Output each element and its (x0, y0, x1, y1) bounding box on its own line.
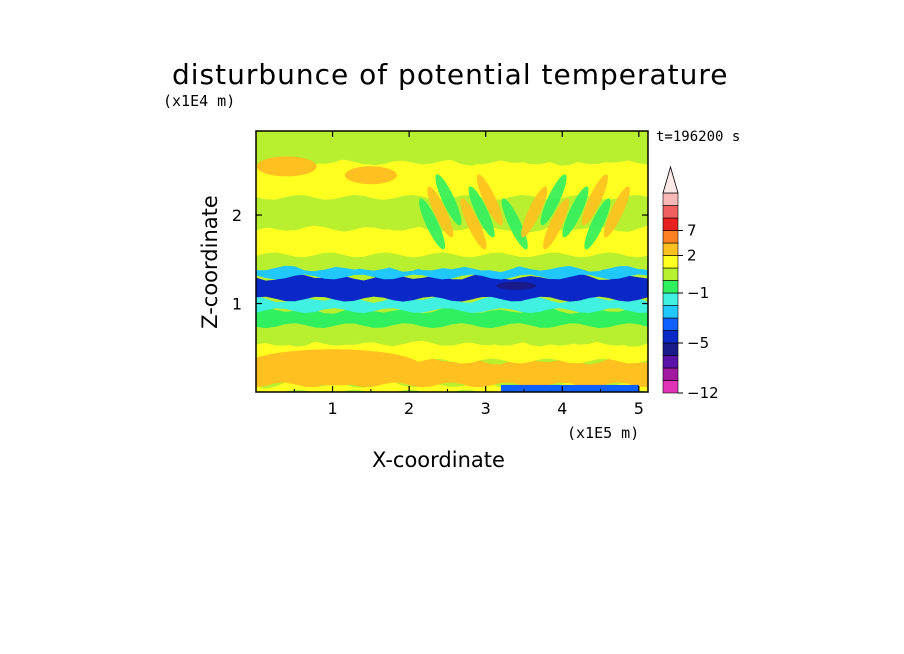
colorbar-tick-label: −5 (687, 334, 709, 352)
colorbar-extend-arrow (662, 165, 679, 194)
wave-stripe (603, 186, 630, 238)
warm-region (344, 166, 397, 185)
contour-band (256, 131, 648, 165)
colorbar-swatch (662, 217, 679, 231)
colorbar: 7 2 −1 −5 −12 (662, 165, 719, 402)
wave-stripe (460, 198, 487, 250)
warm-region (256, 156, 317, 177)
contour-band (256, 251, 648, 271)
contour-band (256, 264, 648, 280)
plot-area (256, 131, 648, 392)
colorbar-swatch (662, 305, 679, 319)
colorbar-swatch (662, 192, 679, 206)
y-tick-label: 1 (232, 295, 242, 314)
x-tick-label: 4 (557, 399, 567, 418)
x-axis-label: X-coordinate (372, 448, 505, 472)
wave-stripe (562, 186, 589, 238)
wave-stripe (501, 198, 528, 250)
wave-stripe (468, 186, 495, 238)
wave-stripe (419, 198, 446, 250)
colorbar-swatch (662, 367, 679, 381)
colorbar-swatch (662, 267, 679, 281)
colorbar-swatch (662, 330, 679, 344)
time-annotation: t=196200 s (656, 129, 741, 145)
x-tick-label: 5 (634, 399, 644, 418)
colorbar-tick-label: −1 (687, 284, 709, 302)
wave-stripe (543, 198, 570, 250)
x-axis-unit: (x1E5 m) (567, 424, 640, 442)
colorbar-tick-label: 2 (687, 247, 697, 265)
colorbar-swatch (662, 242, 679, 256)
colorbar-swatch (662, 205, 679, 219)
colorbar-swatch (662, 380, 679, 394)
wave-stripe (476, 174, 503, 226)
wave-stripe (584, 198, 611, 250)
colorbar-tick-label: −12 (687, 384, 719, 402)
x-tick-label: 1 (327, 399, 337, 418)
cold-region (501, 384, 639, 392)
colorbar-swatch (662, 230, 679, 244)
colorbar-swatch (662, 255, 679, 269)
x-tick-label: 2 (404, 399, 414, 418)
contour-band (256, 321, 648, 346)
chart-title: disturbunce of potential temperature (172, 58, 729, 91)
axes: 1 2 3 4 5 1 2 (232, 131, 648, 418)
wave-stripe (581, 174, 608, 226)
colorbar-swatch (662, 342, 679, 356)
colorbar-swatch (662, 355, 679, 369)
y-axis-unit: (x1E4 m) (163, 92, 236, 110)
colorbar-swatch (662, 317, 679, 331)
wave-stripe (521, 186, 548, 238)
y-tick-label: 2 (232, 206, 242, 225)
cold-core (496, 281, 537, 290)
colorbar-swatch (662, 280, 679, 294)
warm-region (256, 349, 423, 386)
wave-stripe (427, 186, 454, 238)
contour-band (256, 273, 648, 302)
colorbar-swatch (662, 292, 679, 306)
x-tick-label: 3 (481, 399, 491, 418)
wave-stripe (540, 174, 567, 226)
colorbar-tick-label: 7 (687, 222, 697, 240)
plot-frame (255, 130, 649, 393)
wave-stripe (435, 174, 462, 226)
